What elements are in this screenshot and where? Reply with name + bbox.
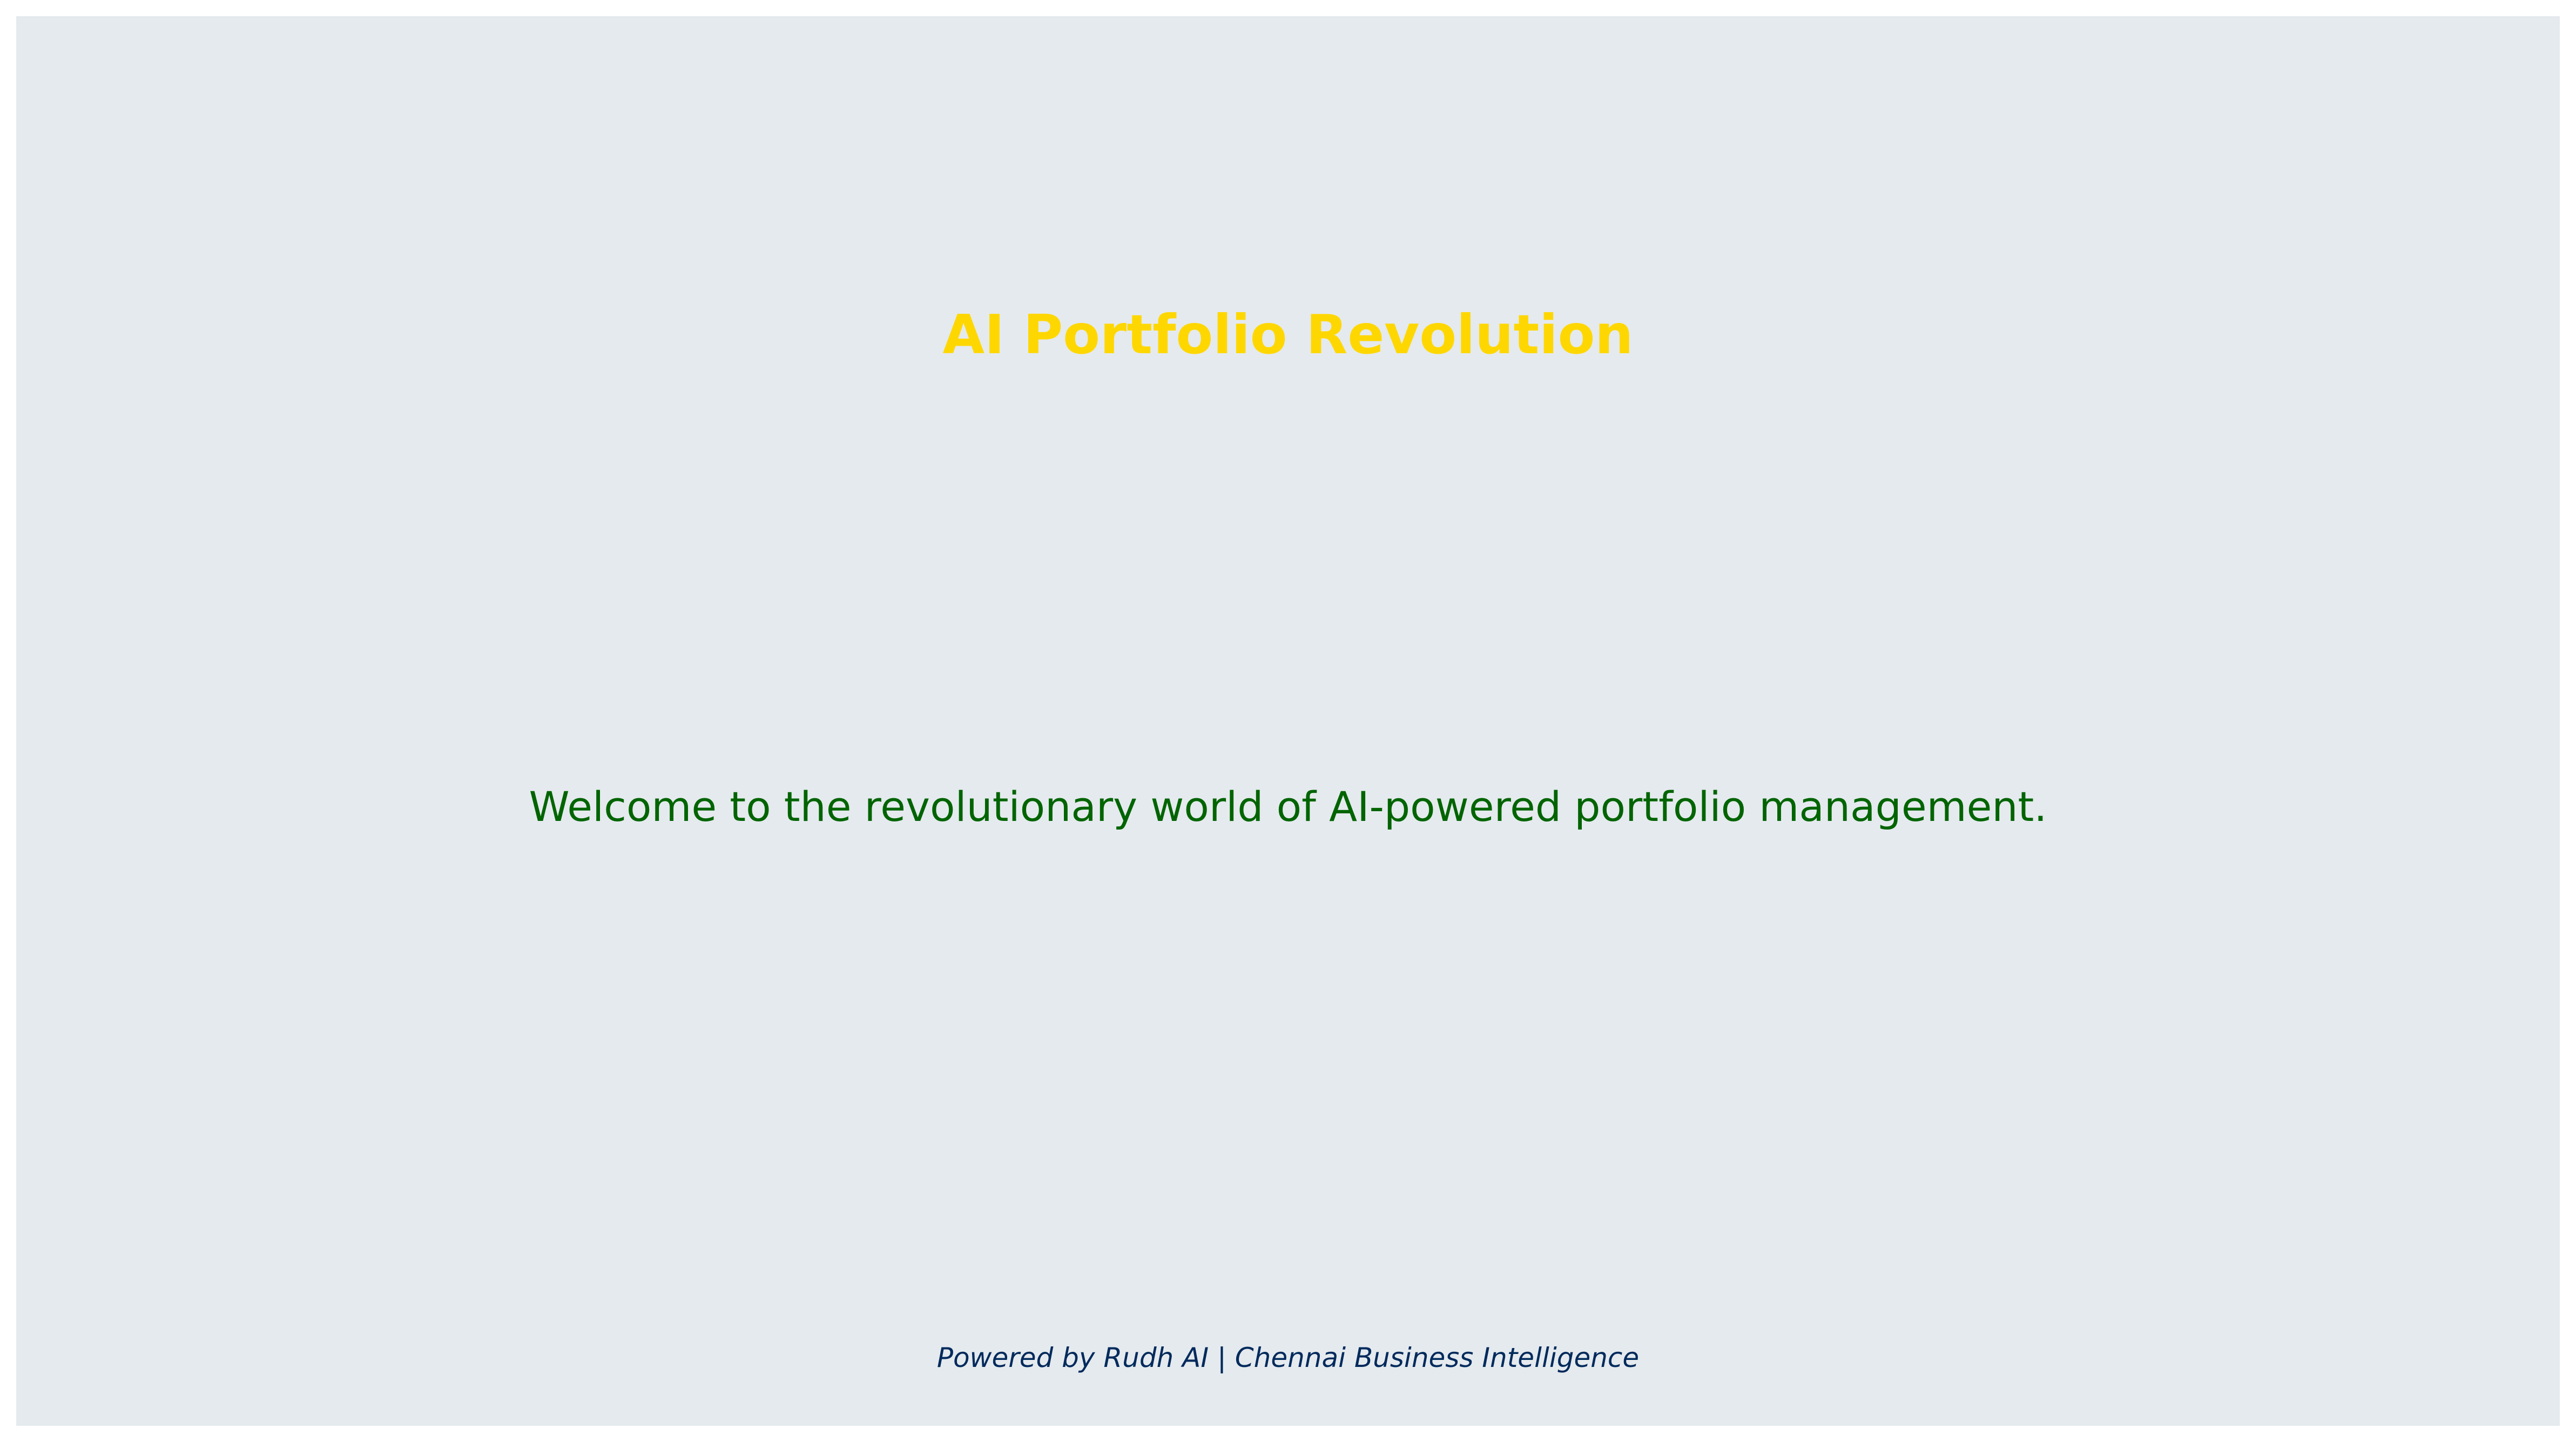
slide-body-text: Welcome to the revolutionary world of AI… — [529, 783, 2047, 831]
slide-canvas: AI Portfolio Revolution Welcome to the r… — [16, 16, 2560, 1426]
slide-footer: Powered by Rudh AI | Chennai Business In… — [936, 1342, 1640, 1373]
slide-title: AI Portfolio Revolution — [942, 303, 1634, 366]
